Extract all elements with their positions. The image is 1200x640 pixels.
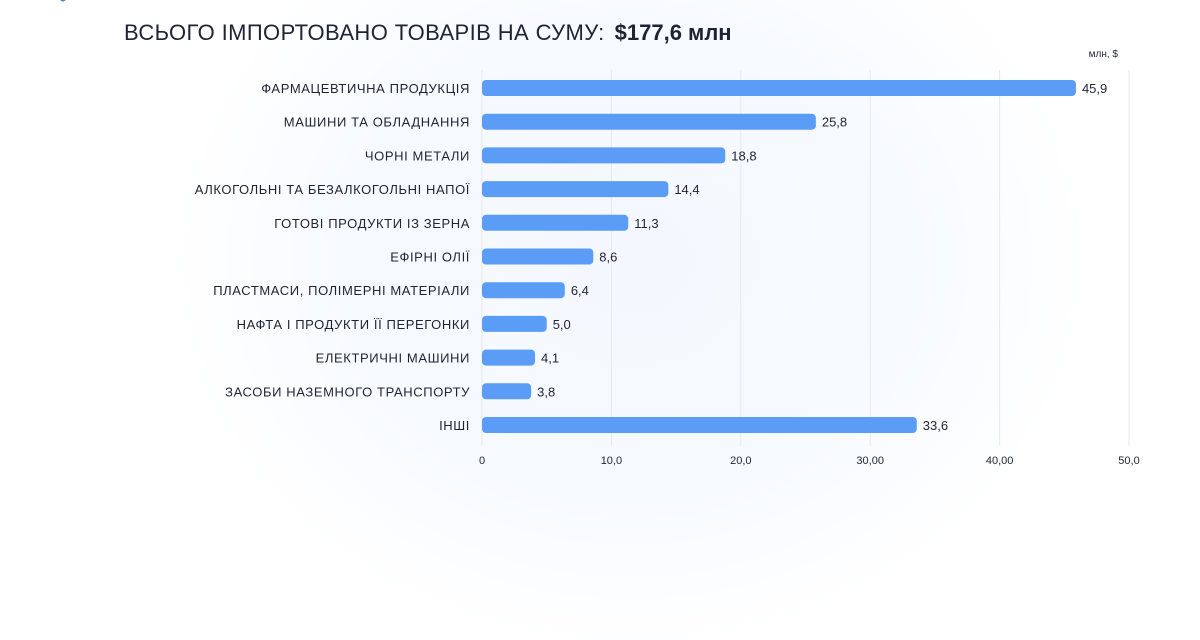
bar [482,417,917,433]
bar [482,248,594,265]
category-label: ЕЛЕКТРИЧНІ МАШИНИ [316,351,470,366]
chart-title: ВСЬОГО ІМПОРТОВАНО ТОВАРІВ НА СУМУ: $177… [124,20,732,50]
bar [482,349,536,366]
bar [482,214,629,231]
category-label: ЗАСОБИ НАЗЕМНОГО ТРАНСПОРТУ [225,384,470,399]
bar [482,80,1076,96]
x-tick-label: 50,0 [1118,455,1139,467]
bars [482,80,1076,433]
value-label: 8,6 [599,250,617,265]
category-label: ГОТОВІ ПРОДУКТИ ІЗ ЗЕРНА [274,216,470,231]
bar [482,113,816,130]
bar [482,282,565,299]
bar [482,181,669,198]
value-label: 18,8 [731,148,756,163]
bar-chart: млн, $ 0 10,0 20,0 30,00 40,00 50,0 ФАРМАЦЕВТ… [195,49,1140,467]
value-label: 4,1 [541,351,559,366]
value-label: 33,6 [923,418,948,433]
x-tick-label: 40,00 [986,455,1014,467]
category-label: ЧОРНІ МЕТАЛИ [365,148,470,163]
x-tick-label: 30,00 [856,455,884,467]
value-label: 25,8 [822,115,847,130]
bar [482,315,547,332]
unit-label: млн, $ [1089,49,1119,60]
bar [482,383,532,400]
value-label: 11,3 [634,216,658,231]
category-label: АЛКОГОЛЬНІ ТА БЕЗАЛКОГОЛЬНІ НАПОЇ [195,182,470,197]
value-label: 5,0 [553,317,571,332]
category-label: ПЛАСТМАСИ, ПОЛІМЕРНІ МАТЕРІАЛИ [213,283,470,298]
value-label: 45,9 [1082,81,1107,96]
value-label: 6,4 [571,283,589,298]
category-labels: ФАРМАЦЕВТИЧНА ПРОДУКЦІЯ МАШИНИ ТА ОБЛАДНА… [195,81,470,433]
x-tick-label: 10,0 [601,455,622,467]
value-label: 14,4 [674,182,699,197]
x-axis-ticks: 0 10,0 20,0 30,00 40,00 50,0 [479,455,1140,467]
grid-layer [481,70,1130,446]
category-label: НАФТА І ПРОДУКТИ ЇЇ ПЕРЕГОНКИ [237,317,470,332]
category-label: МАШИНИ ТА ОБЛАДНАННЯ [284,115,470,130]
title-total: $177,6 млн [614,20,732,45]
x-tick-label: 20,0 [730,455,751,467]
x-tick-label: 0 [479,455,485,467]
category-label: ІНШІ [439,418,470,433]
category-label: ФАРМАЦЕВТИЧНА ПРОДУКЦІЯ [261,81,470,96]
category-label: ЕФІРНІ ОЛІЇ [390,250,470,265]
bar [482,147,726,164]
value-labels: 45,9 25,8 18,8 14,4 11,3 8,6 6,4 5,0 4,1 3,8 33,6 [537,81,1107,433]
value-label: 3,8 [537,384,555,399]
title-prefix: ВСЬОГО ІМПОРТОВАНО ТОВАРІВ НА СУМУ: [124,20,605,45]
